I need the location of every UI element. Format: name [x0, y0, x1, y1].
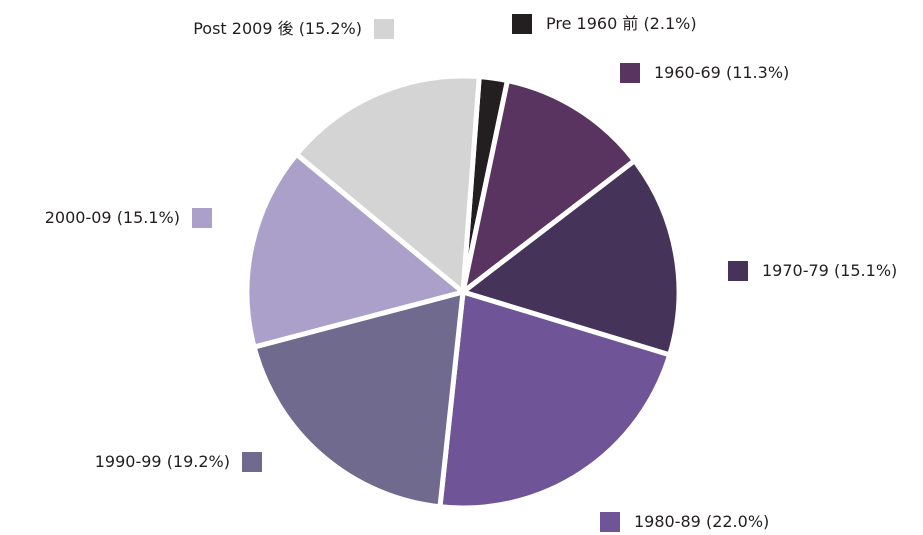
legend-swatch [728, 261, 748, 281]
pie-slice [244, 150, 469, 351]
value-label: (15.2%) [299, 19, 362, 38]
slice-label: 1990-99 (19.2%) [95, 452, 230, 471]
legend-swatch [374, 19, 394, 39]
slice-label: 1970-79 (15.1%) [762, 261, 897, 280]
category-label: Post 2009 後 [193, 19, 293, 38]
category-label: 1990-99 [95, 452, 162, 471]
value-label: (19.2%) [167, 452, 230, 471]
pie-slice [459, 77, 639, 299]
legend-swatch [242, 452, 262, 472]
slice-label: 2000-09 (15.1%) [45, 208, 180, 227]
pie-slice [437, 288, 673, 511]
pie-slice [293, 73, 482, 298]
pie-slice [251, 288, 466, 510]
legend-swatch [620, 63, 640, 83]
value-label: (15.1%) [117, 208, 180, 227]
slice-label: 1960-69 (11.3%) [654, 63, 789, 82]
slice-label: 1980-89 (22.0%) [634, 512, 769, 531]
value-label: (2.1%) [643, 14, 696, 33]
legend-swatch [600, 512, 620, 532]
value-label: (22.0%) [706, 512, 769, 531]
value-label: (15.1%) [834, 261, 897, 280]
category-label: 1960-69 [654, 63, 721, 82]
category-label: 1970-79 [762, 261, 829, 280]
category-label: 1980-89 [634, 512, 701, 531]
legend-swatch [192, 208, 212, 228]
value-label: (11.3%) [726, 63, 789, 82]
category-label: Pre 1960 前 [546, 14, 638, 33]
legend-swatch [512, 14, 532, 34]
slice-label: Pre 1960 前 (2.1%) [546, 14, 697, 33]
category-label: 2000-09 [45, 208, 112, 227]
slice-label: Post 2009 後 (15.2%) [193, 19, 362, 38]
